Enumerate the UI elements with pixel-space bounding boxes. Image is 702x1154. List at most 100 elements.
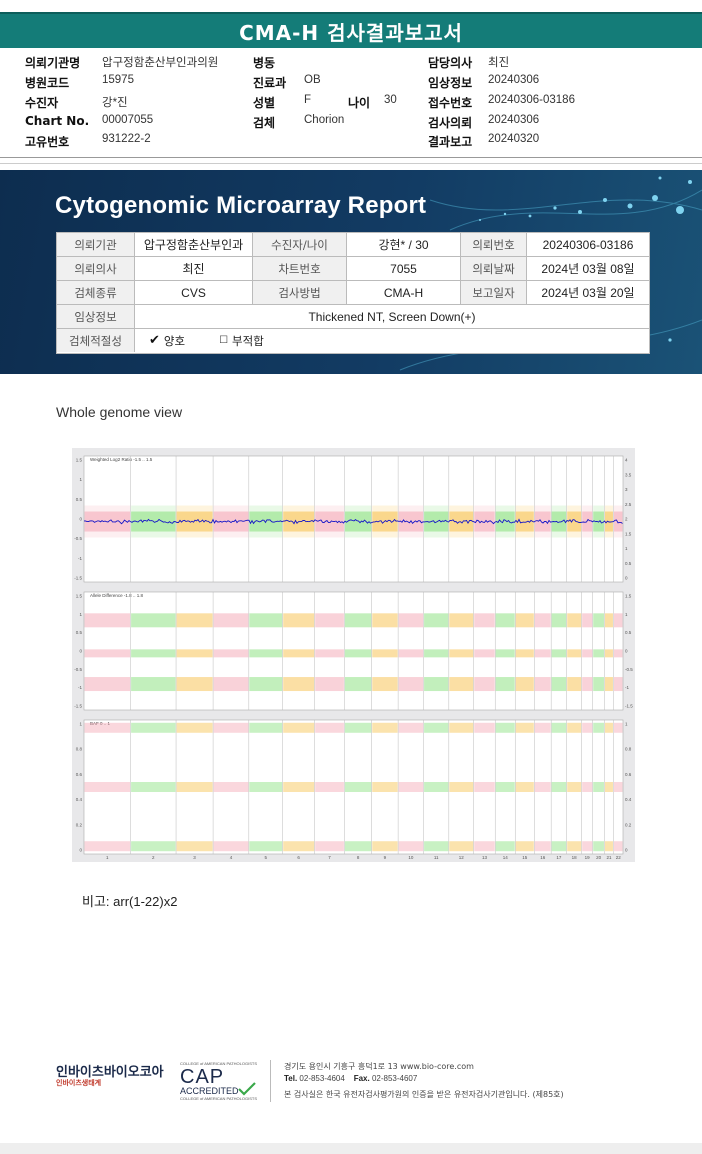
y-tick-label-right: 1: [625, 722, 628, 727]
y-tick-label-left: -0.5: [74, 667, 82, 672]
chromosome-label: 10: [408, 855, 414, 860]
data-band: [593, 841, 604, 852]
info-value: OB: [304, 74, 321, 86]
data-band: [604, 613, 613, 628]
data-band: [474, 841, 495, 852]
data-band: [551, 677, 567, 692]
table-header-cell: 검사방법: [253, 281, 347, 304]
report-title-bar: CMA-H 검사결과보고서: [0, 12, 702, 48]
table-header-cell: 보고일자: [461, 281, 527, 304]
data-band: [495, 649, 515, 658]
data-band: [593, 722, 604, 733]
data-band: [249, 782, 283, 792]
data-band: [593, 649, 604, 658]
table-cell: CMA-H: [347, 281, 461, 304]
data-band-faint: [613, 505, 623, 538]
data-band: [131, 841, 176, 852]
data-band: [283, 649, 315, 658]
data-band: [315, 613, 344, 628]
panel-title: Allele Difference -1.8 .. 1.8: [90, 593, 143, 598]
company-phone-fax: Tel. 02-853-4604 Fax. 02-853-4607: [284, 1074, 417, 1083]
data-band: [84, 649, 131, 658]
whole-genome-plot: Weighted Log2 Ratio -1.5 .. 1.5 1.5 1 0.5 0 -…: [72, 448, 635, 862]
data-band: [495, 841, 515, 852]
y-tick-label-left: 1.5: [76, 594, 83, 599]
clinical-info-value: Thickened NT, Screen Down(+): [308, 309, 476, 324]
y-tick-label-right: 1.5: [625, 531, 632, 536]
data-band: [495, 613, 515, 628]
y-tick-label-right: -1: [625, 685, 629, 690]
data-band: [176, 841, 213, 852]
y-tick-label-left: 0.5: [76, 497, 83, 502]
data-band-faint: [449, 505, 474, 538]
y-tick-label-right: 1: [625, 612, 628, 617]
data-band: [449, 782, 474, 792]
chromosome-label: 14: [503, 855, 509, 860]
data-band: [344, 782, 372, 792]
data-band: [551, 649, 567, 658]
y-tick-label-right: 3.5: [625, 472, 632, 477]
data-band: [213, 782, 249, 792]
data-band: [593, 782, 604, 792]
check-icon: ✔: [149, 333, 160, 348]
suitability-options: ✔ 양호 ☐ 부적합: [135, 329, 649, 352]
y-tick-label-left: 0.5: [76, 630, 83, 635]
data-band: [315, 841, 344, 852]
data-band: [176, 722, 213, 733]
data-band: [515, 613, 534, 628]
panel-title: BAF 0 .. 1: [90, 721, 111, 726]
y-tick-label-left: 1: [79, 722, 82, 727]
data-band: [344, 722, 372, 733]
info-label: Chart No.: [25, 114, 90, 128]
data-band-faint: [344, 505, 372, 538]
data-band: [613, 677, 623, 692]
log2-ratio-line: [83, 518, 623, 525]
data-band: [283, 782, 315, 792]
y-tick-label-left: 0: [79, 517, 82, 522]
data-band: [582, 841, 593, 852]
plot-panel: [83, 719, 624, 855]
data-band: [372, 782, 398, 792]
y-tick-label-left: 1: [79, 612, 82, 617]
chromosome-label: 15: [522, 855, 528, 860]
data-band: [582, 649, 593, 658]
data-band-faint: [495, 505, 515, 538]
data-band-faint: [567, 505, 582, 538]
data-band: [249, 722, 283, 733]
y-tick-label-right: 0: [625, 649, 628, 654]
data-band: [176, 782, 213, 792]
table-row: 의뢰기관 압구정함춘산부인과 수진자/나이 강현* / 30 의뢰번호 2024…: [57, 233, 649, 257]
y-tick-label-right: 2.5: [625, 502, 632, 507]
data-band: [344, 511, 372, 532]
data-band: [449, 511, 474, 532]
data-band: [551, 613, 567, 628]
info-label: 의뢰기관명: [25, 56, 81, 70]
data-band: [372, 649, 398, 658]
data-band: [534, 841, 551, 852]
table-row: 임상정보 Thickened NT, Screen Down(+): [57, 305, 649, 329]
data-band: [567, 649, 582, 658]
data-band-faint: [515, 505, 534, 538]
data-band: [424, 511, 449, 532]
data-band: [551, 782, 567, 792]
data-band: [424, 722, 449, 733]
data-band: [604, 722, 613, 733]
data-band: [474, 613, 495, 628]
data-band: [495, 782, 515, 792]
info-label: 담당의사: [428, 56, 473, 70]
company-logo-text: 인바이츠바이오코아: [56, 1065, 164, 1080]
y-tick-label-right: 0.4: [625, 797, 632, 802]
data-band: [604, 841, 613, 852]
chromosome-label: 6: [297, 855, 300, 860]
data-band: [551, 841, 567, 852]
y-tick-label-right: 0.5: [625, 630, 632, 635]
data-band: [176, 613, 213, 628]
data-band: [84, 722, 131, 733]
data-band: [398, 722, 424, 733]
data-band: [495, 677, 515, 692]
data-band: [604, 677, 613, 692]
data-band: [249, 649, 283, 658]
y-tick-label-left: -1: [78, 556, 82, 561]
table-header-cell: 차트번호: [253, 257, 347, 280]
genome-plot-svg: Weighted Log2 Ratio -1.5 .. 1.5 1.5 1 0.5 0 -…: [74, 455, 633, 860]
